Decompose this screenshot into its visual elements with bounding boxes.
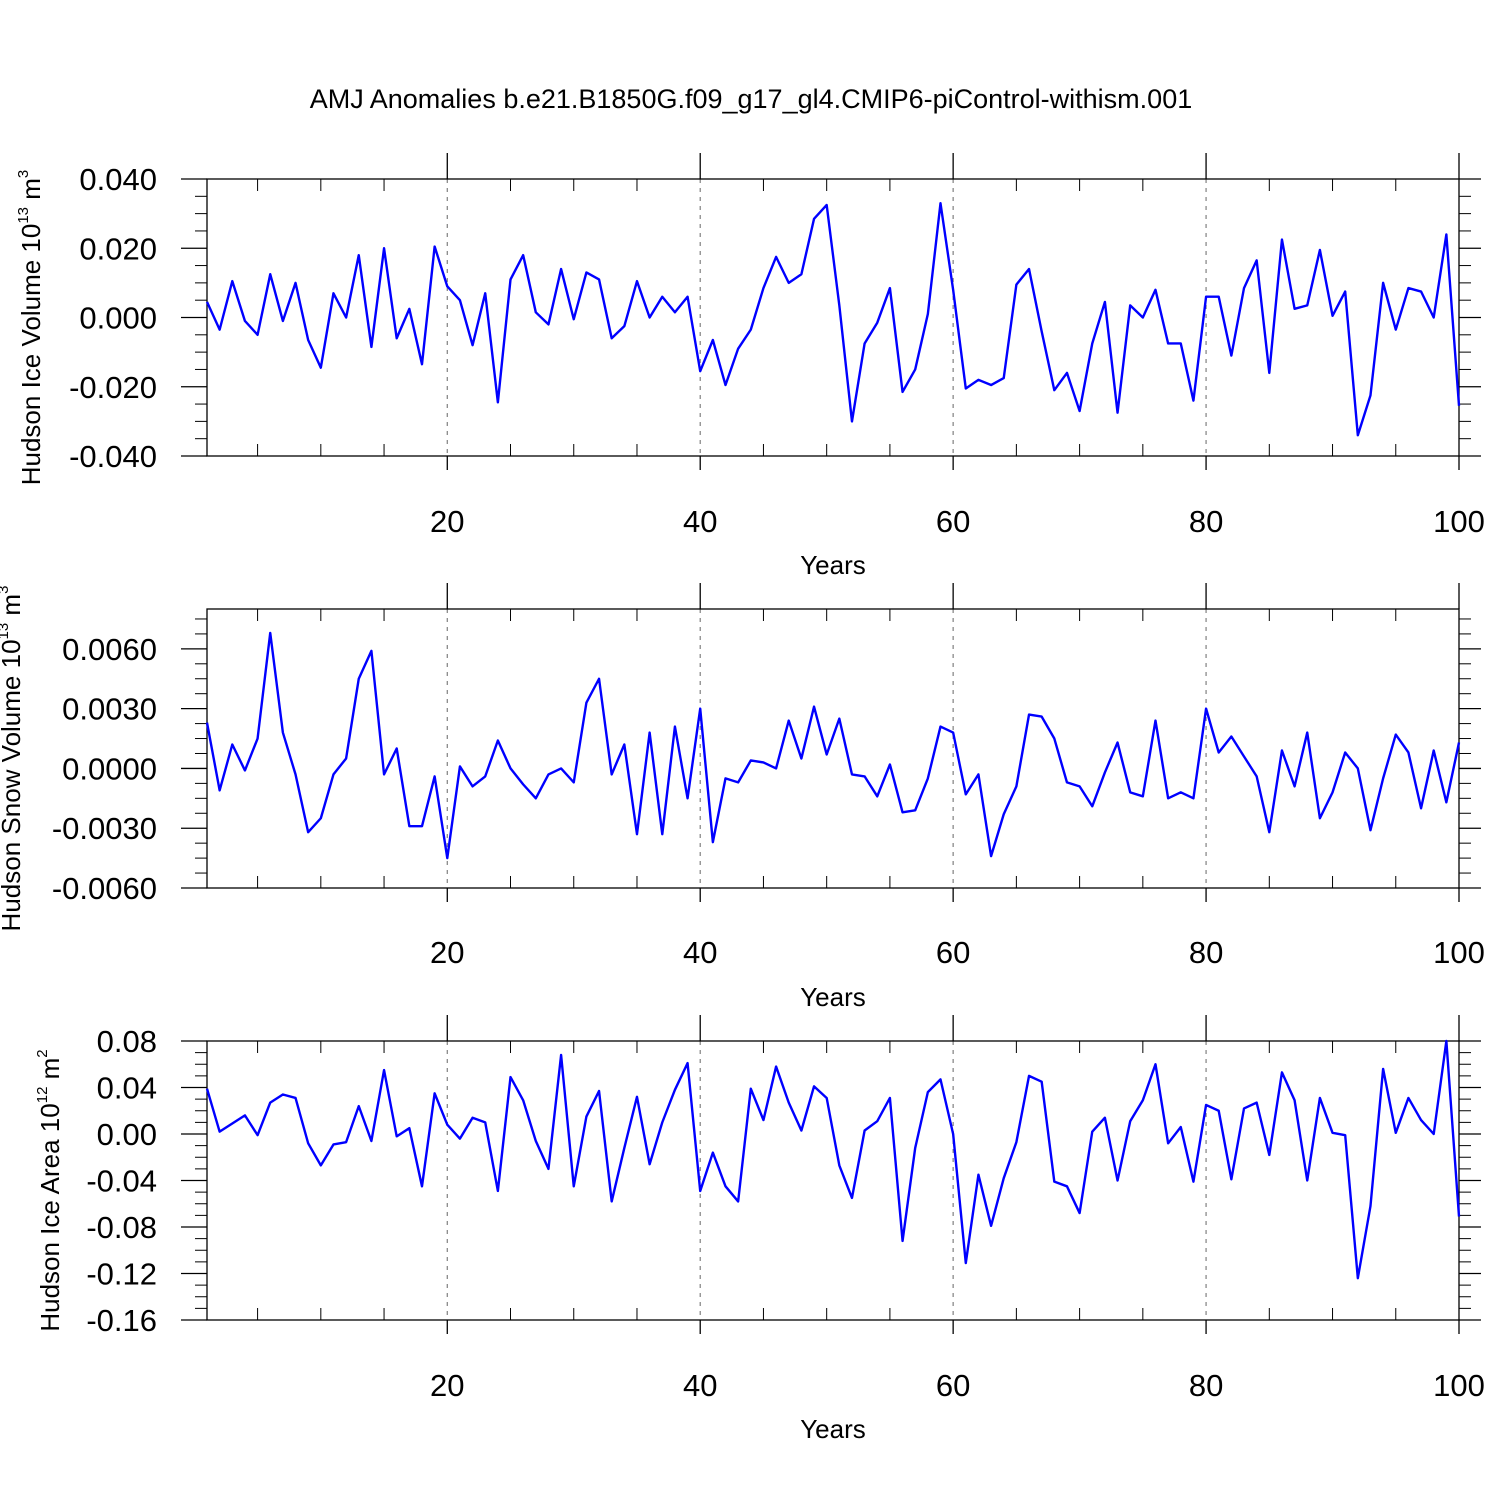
y-tick-label: 0.00 (97, 1117, 157, 1152)
x-tick-label: 80 (1189, 1368, 1223, 1403)
y-tick-label: 0.08 (97, 1024, 157, 1059)
y-tick-label: 0.020 (79, 231, 157, 266)
y-tick-label: 0.0060 (62, 632, 157, 667)
x-axis-label: Years (800, 982, 866, 1012)
plot-frame (206, 608, 1460, 889)
x-tick-label: 20 (430, 935, 464, 970)
y-tick-label: -0.020 (69, 370, 157, 405)
x-axis-label: Years (800, 1414, 866, 1444)
y-tick-label: 0.0000 (62, 751, 157, 786)
x-tick-label: 60 (936, 1368, 970, 1403)
y-axis-label-superscript: 12 (34, 1087, 51, 1104)
x-tick-label: 100 (1433, 504, 1485, 539)
y-axis-label-superscript: 3 (15, 170, 32, 178)
x-tick-label: 40 (683, 1368, 717, 1403)
x-tick-label: 60 (936, 935, 970, 970)
panels: 0.040 0.020 0.000 -0.020 -0.040 20 40 60 80 100 Ye… (0, 153, 1485, 1444)
x-tick-label: 40 (683, 504, 717, 539)
y-axis-label-text: Hudson Ice Volume 10 (16, 224, 46, 486)
y-axis-label: Hudson Ice Volume 1013 m3 (15, 170, 46, 486)
series-line (205, 202, 1461, 437)
y-axis-label-text: m (35, 1058, 65, 1087)
x-axis-label: Years (800, 550, 866, 580)
panel-2: 0.0060 0.0030 0.0000 -0.0030 -0.0060 20 40 60 80… (0, 583, 1485, 1012)
y-tick-label: -0.08 (86, 1210, 157, 1245)
y-axis-label-text: m (16, 178, 46, 207)
y-axis-label-superscript: 3 (0, 586, 12, 594)
y-tick-label: -0.12 (86, 1257, 157, 1292)
y-tick-label: -0.0030 (52, 811, 157, 846)
x-tick-label: 20 (430, 504, 464, 539)
series-line (205, 631, 1461, 860)
x-tick-label: 60 (936, 504, 970, 539)
y-tick-label: 0.000 (79, 301, 157, 336)
y-axis-label-text: m (0, 594, 26, 623)
x-tick-label: 20 (430, 1368, 464, 1403)
x-tick-label: 80 (1189, 504, 1223, 539)
y-tick-label: -0.04 (86, 1164, 157, 1199)
y-axis-label-text: Hudson Ice Area 10 (35, 1103, 65, 1331)
x-tick-label: 80 (1189, 935, 1223, 970)
x-tick-label: 100 (1433, 1368, 1485, 1403)
y-axis-label-superscript: 13 (0, 623, 12, 640)
y-tick-label: -0.040 (69, 439, 157, 474)
panel-1: 0.040 0.020 0.000 -0.020 -0.040 20 40 60 80 100 Ye… (15, 153, 1485, 580)
figure-title: AMJ Anomalies b.e21.B1850G.f09_g17_gl4.C… (310, 84, 1192, 114)
y-axis-label: Hudson Ice Area 1012 m2 (34, 1049, 65, 1331)
y-tick-label: 0.0030 (62, 692, 157, 727)
y-tick-label: -0.16 (86, 1303, 157, 1338)
y-axis-label-text: Hudson Snow Volume 10 (0, 639, 26, 931)
y-tick-label: 0.040 (79, 162, 157, 197)
y-axis-label-superscript: 13 (15, 207, 32, 224)
y-tick-label: -0.0060 (52, 871, 157, 906)
plot-frame (206, 1040, 1460, 1321)
x-tick-label: 40 (683, 935, 717, 970)
x-tick-label: 100 (1433, 935, 1485, 970)
y-axis-label: Hudson Snow Volume 1013 m3 (0, 586, 26, 932)
series-line (205, 1039, 1461, 1280)
panel-3: 0.08 0.04 0.00 -0.04 -0.08 -0.12 -0.16 20 40 60 80… (34, 1015, 1485, 1444)
y-tick-label: 0.04 (97, 1071, 157, 1106)
y-axis-label-superscript: 2 (34, 1049, 51, 1057)
